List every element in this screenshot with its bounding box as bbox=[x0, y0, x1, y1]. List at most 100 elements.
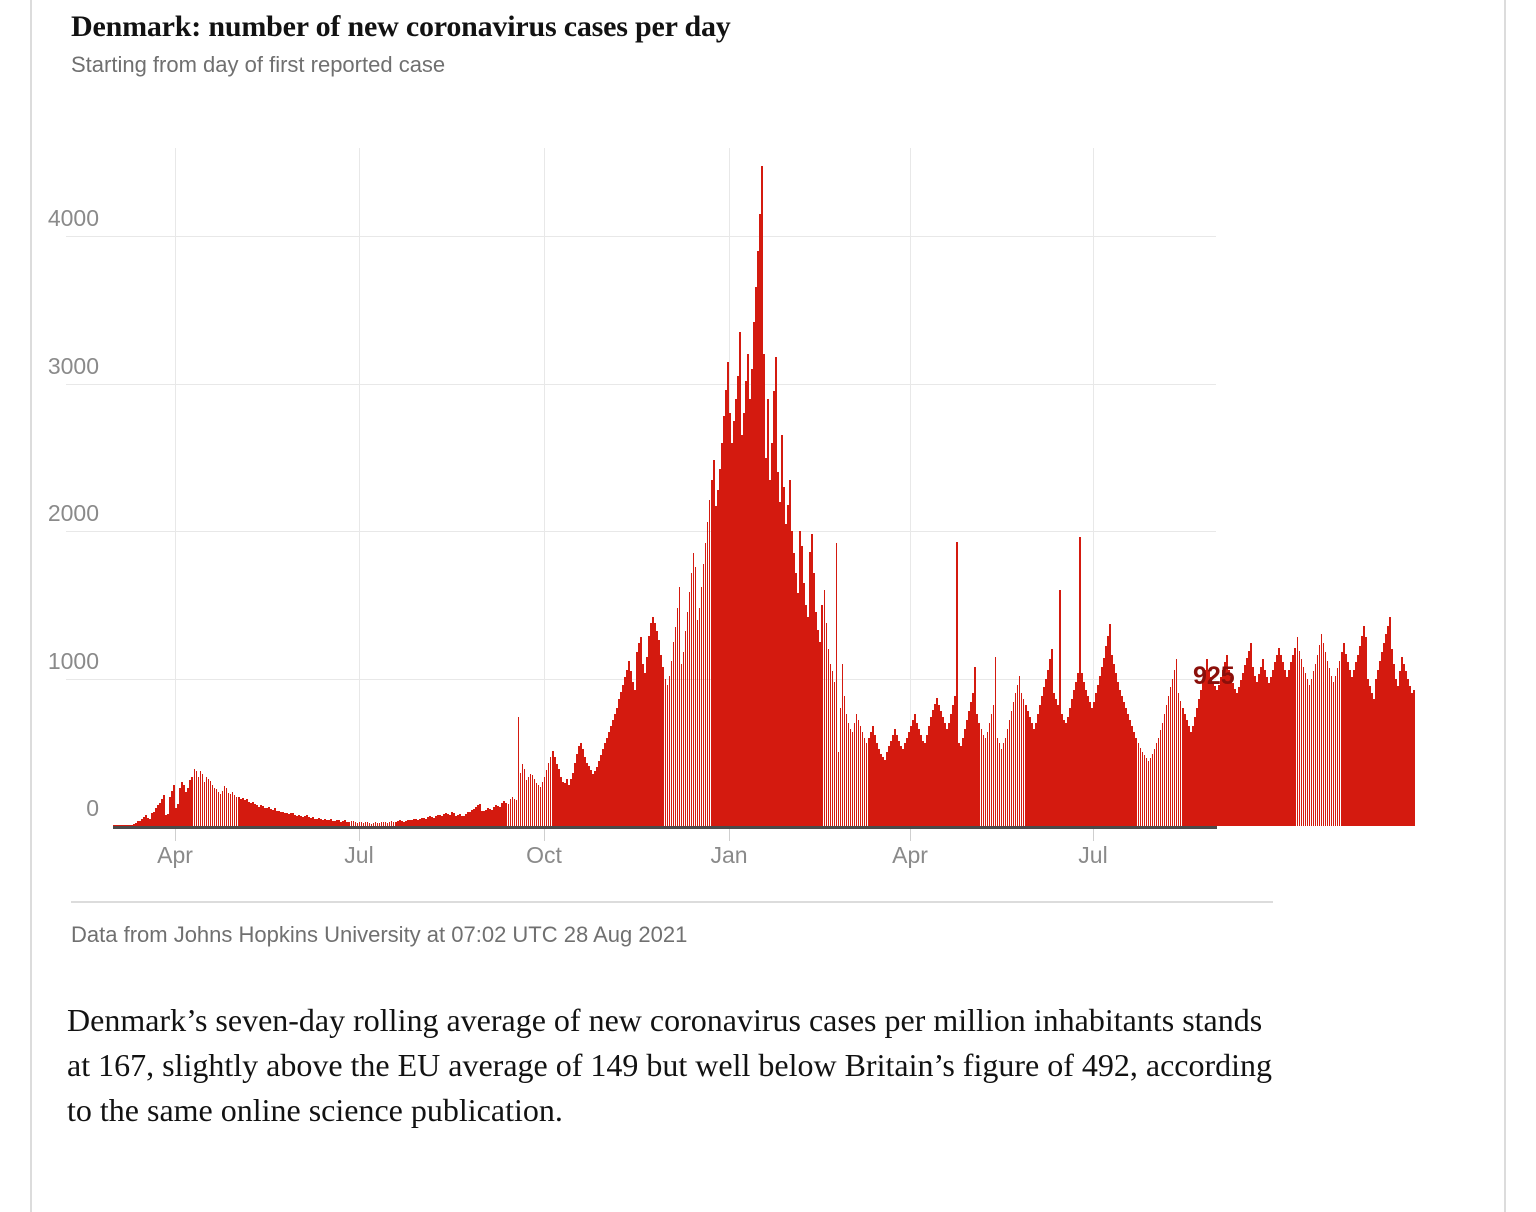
bar bbox=[173, 785, 176, 826]
bar bbox=[992, 705, 995, 826]
bar bbox=[1383, 643, 1385, 826]
bar bbox=[1407, 678, 1409, 826]
bar bbox=[265, 807, 268, 826]
bar bbox=[316, 818, 318, 826]
bar bbox=[326, 820, 329, 826]
bar bbox=[976, 713, 979, 826]
bar bbox=[360, 822, 363, 826]
bar bbox=[815, 612, 818, 826]
bar bbox=[221, 790, 224, 826]
bar bbox=[1336, 668, 1339, 826]
bar bbox=[922, 740, 924, 826]
x-tick-mark-Jan bbox=[729, 829, 730, 841]
bar bbox=[372, 822, 375, 826]
bar bbox=[1220, 677, 1222, 826]
bar bbox=[455, 815, 457, 826]
bar bbox=[636, 652, 639, 826]
bar bbox=[867, 737, 870, 826]
bar bbox=[553, 756, 556, 826]
x-tick-mark-Apr bbox=[910, 829, 911, 841]
bar bbox=[1115, 672, 1118, 826]
bar bbox=[443, 813, 445, 826]
bar bbox=[392, 821, 395, 826]
bar bbox=[1127, 713, 1130, 826]
bar bbox=[1185, 719, 1188, 826]
bar bbox=[891, 734, 894, 826]
bar bbox=[795, 572, 798, 826]
bar bbox=[302, 817, 304, 826]
gridline-x-Jul bbox=[1093, 148, 1094, 826]
bar bbox=[535, 783, 538, 826]
bar bbox=[308, 817, 310, 826]
gridline-y-3000 bbox=[66, 383, 1216, 385]
bar bbox=[117, 825, 119, 826]
bar bbox=[261, 806, 264, 826]
bar bbox=[674, 627, 677, 826]
bar bbox=[930, 716, 932, 826]
bar bbox=[151, 813, 153, 826]
bar bbox=[1246, 657, 1248, 826]
bar bbox=[479, 803, 482, 826]
bar bbox=[708, 500, 711, 826]
bar bbox=[666, 684, 669, 826]
bar bbox=[376, 823, 379, 826]
bar bbox=[382, 821, 385, 826]
bar bbox=[189, 780, 192, 826]
bar bbox=[1085, 690, 1087, 826]
bar bbox=[1077, 672, 1079, 826]
x-tick-mark-Jul bbox=[359, 829, 360, 841]
bar bbox=[590, 770, 592, 826]
bar bbox=[1177, 693, 1180, 826]
bar bbox=[1395, 678, 1397, 826]
bar bbox=[696, 619, 699, 826]
bar bbox=[338, 820, 341, 826]
footer-divider bbox=[71, 901, 1273, 903]
bar bbox=[1065, 722, 1067, 826]
bar bbox=[1141, 752, 1144, 826]
bar bbox=[1405, 671, 1407, 826]
bar bbox=[1175, 659, 1178, 826]
bar bbox=[451, 811, 453, 826]
bar bbox=[881, 756, 884, 826]
bar bbox=[205, 777, 208, 826]
bar bbox=[897, 740, 900, 826]
bar bbox=[211, 784, 214, 826]
bar bbox=[139, 820, 141, 826]
bar bbox=[1248, 650, 1250, 826]
bar bbox=[1401, 656, 1403, 826]
bar bbox=[1254, 675, 1256, 826]
bar bbox=[835, 543, 838, 826]
bar bbox=[181, 781, 184, 826]
bar bbox=[320, 819, 323, 826]
bar bbox=[1280, 655, 1283, 826]
bar bbox=[131, 824, 133, 826]
bar bbox=[358, 821, 361, 826]
bar bbox=[1218, 684, 1220, 826]
bar bbox=[833, 681, 836, 826]
x-axis-line bbox=[113, 826, 1217, 829]
bar bbox=[336, 819, 339, 826]
bar bbox=[239, 798, 242, 826]
bar bbox=[592, 774, 594, 826]
bar bbox=[692, 553, 695, 826]
bar bbox=[362, 823, 365, 826]
bar bbox=[1242, 672, 1244, 826]
bar bbox=[982, 734, 985, 826]
bar bbox=[712, 460, 715, 826]
bar bbox=[1310, 678, 1313, 826]
bar bbox=[1149, 758, 1152, 826]
bar bbox=[390, 821, 393, 826]
bar bbox=[1145, 758, 1148, 826]
bar bbox=[640, 637, 643, 826]
bar bbox=[889, 740, 892, 826]
bar bbox=[1288, 669, 1291, 826]
bar bbox=[433, 818, 435, 826]
bar bbox=[471, 809, 473, 826]
bar bbox=[1397, 685, 1399, 826]
bar bbox=[720, 442, 723, 826]
bar bbox=[1334, 675, 1337, 826]
bar bbox=[793, 553, 796, 826]
bar bbox=[1006, 728, 1009, 826]
bar bbox=[581, 749, 584, 826]
bar bbox=[853, 722, 856, 826]
